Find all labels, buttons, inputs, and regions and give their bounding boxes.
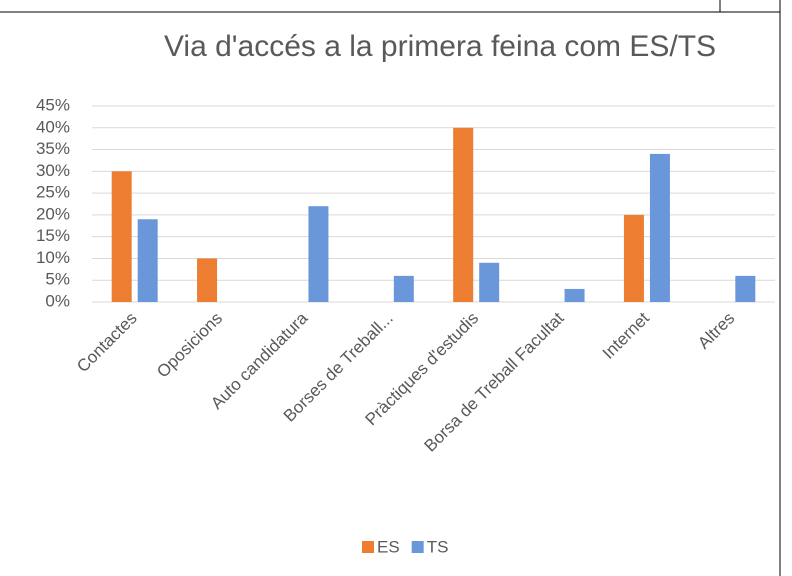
x-tick-label: Contactes	[73, 309, 141, 377]
legend-label: TS	[427, 537, 449, 556]
bar	[308, 206, 329, 302]
bar	[111, 171, 132, 302]
legend-swatch	[362, 541, 374, 553]
x-tick-label: Internet	[599, 308, 653, 362]
y-tick-label: 0%	[45, 291, 70, 310]
bar	[735, 275, 756, 302]
chart-title: Via d'accés a la primera feina com ES/TS	[164, 30, 716, 63]
y-tick-label: 25%	[36, 183, 70, 202]
y-tick-label: 35%	[36, 139, 70, 158]
bar	[649, 153, 670, 302]
bar	[393, 275, 414, 302]
y-tick-label: 15%	[36, 226, 70, 245]
bar	[197, 258, 218, 302]
bar	[623, 214, 644, 302]
x-tick-label: Borsa de Treball Facultat	[420, 308, 567, 455]
y-tick-label: 10%	[36, 248, 70, 267]
bar	[137, 219, 158, 302]
bar	[564, 288, 585, 302]
y-tick-label: 30%	[36, 161, 70, 180]
legend-label: ES	[377, 537, 400, 556]
bar	[453, 127, 474, 303]
bar	[479, 262, 500, 302]
y-tick-label: 20%	[36, 204, 70, 223]
y-tick-label: 45%	[36, 95, 70, 114]
x-tick-label: Oposicions	[153, 309, 226, 382]
y-tick-label: 40%	[36, 117, 70, 136]
x-tick-label: Altres	[694, 309, 738, 353]
y-tick-label: 5%	[45, 270, 70, 289]
legend-swatch	[411, 541, 424, 553]
